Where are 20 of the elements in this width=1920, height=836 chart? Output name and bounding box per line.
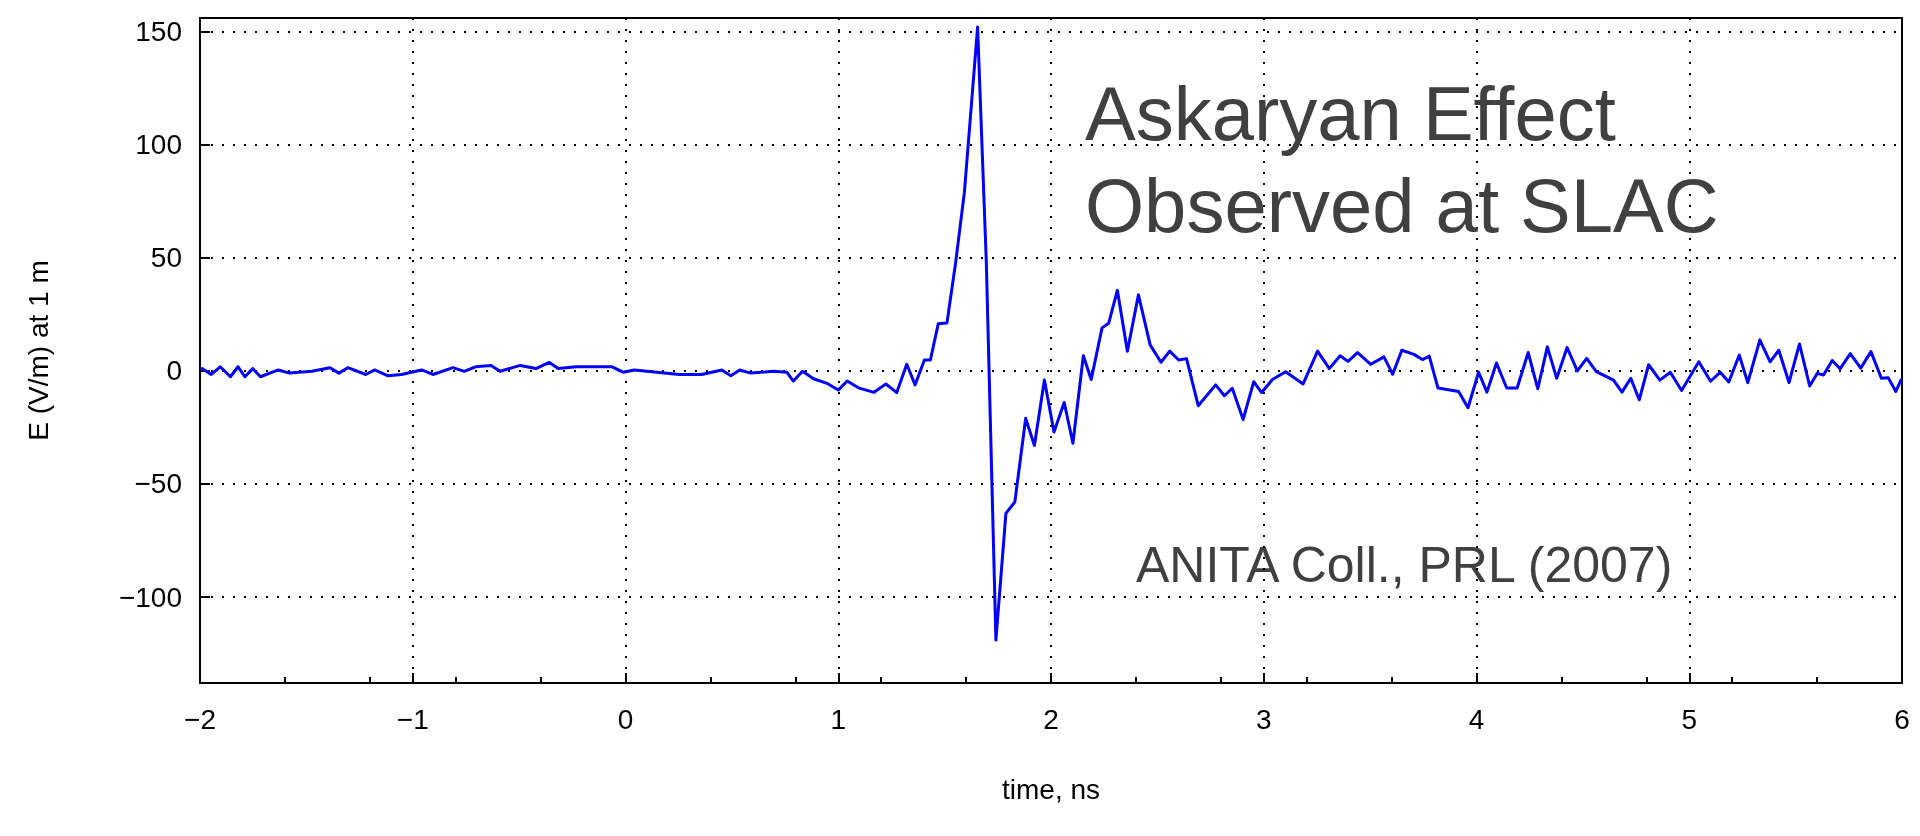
x-tick-label: 1 xyxy=(830,703,847,735)
x-tick-label: 0 xyxy=(617,703,634,735)
x-axis-title: time, ns xyxy=(1001,773,1101,805)
y-tick-label: −50 xyxy=(134,468,182,500)
x-tick-label: 5 xyxy=(1681,703,1698,735)
x-tick-label: 3 xyxy=(1255,703,1272,735)
y-tick-label: 50 xyxy=(150,242,182,274)
x-tick-label: 6 xyxy=(1894,703,1910,735)
x-tick-label: −2 xyxy=(184,703,216,735)
y-tick-label: 100 xyxy=(135,129,182,161)
y-tick-label: −100 xyxy=(118,581,182,613)
line-series xyxy=(200,25,1903,642)
annotation: ANITA Coll., PRL (2007) xyxy=(1136,537,1673,593)
x-tick-label: 2 xyxy=(1043,703,1059,735)
text: Askaryan Effect Observed at SLAC xyxy=(1085,70,1719,248)
y-tick-label: 150 xyxy=(135,16,182,48)
x-tick-label: 4 xyxy=(1468,703,1485,735)
x-tick-label: −1 xyxy=(396,703,429,735)
y-tick-label: 0 xyxy=(166,355,182,387)
y-axis-title: E (V/m) at 1 m xyxy=(22,260,54,441)
